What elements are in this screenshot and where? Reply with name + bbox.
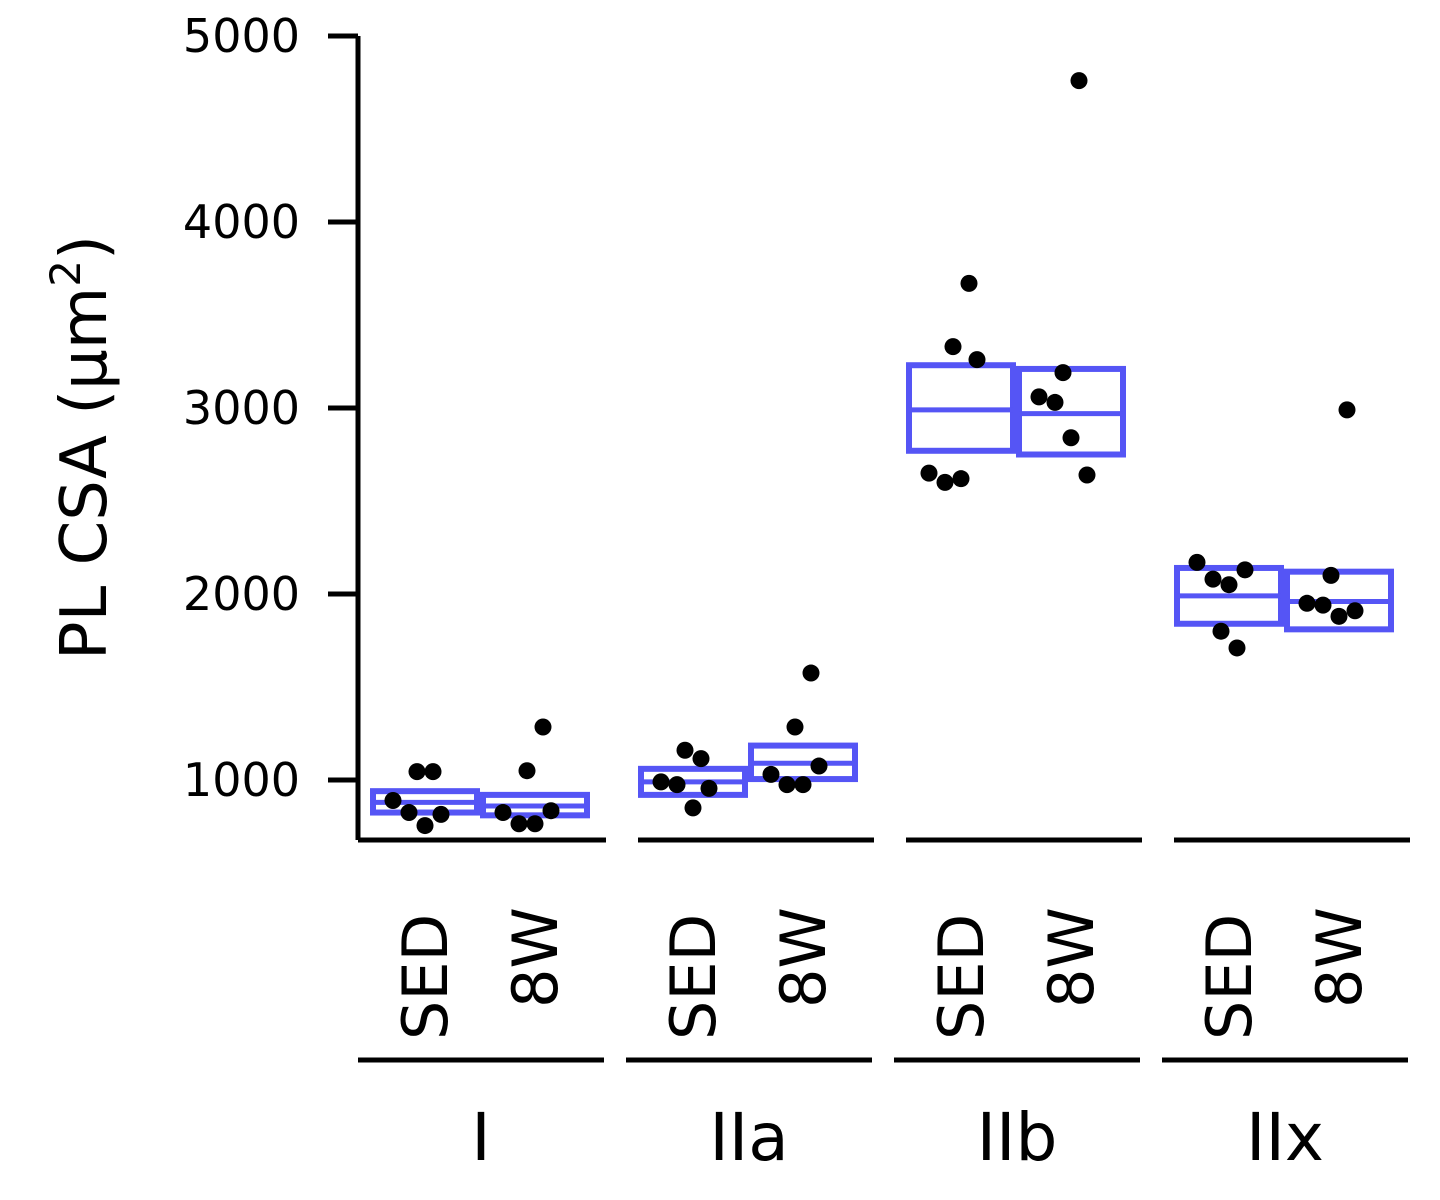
- condition-8W: 8W: [1284, 401, 1394, 1008]
- data-point: [542, 802, 560, 820]
- data-point: [1220, 576, 1238, 594]
- y-axis-label: PL CSA (μm2): [41, 235, 122, 660]
- data-point: [416, 817, 434, 835]
- data-point: [424, 763, 442, 781]
- data-point: [1314, 596, 1332, 614]
- data-point: [1046, 393, 1064, 411]
- condition-SED: SED: [1174, 553, 1284, 1040]
- data-point: [510, 815, 528, 833]
- y-tick-label: 3000: [183, 381, 300, 435]
- data-point: [1062, 429, 1080, 447]
- data-point: [432, 805, 450, 823]
- data-point: [920, 464, 938, 482]
- data-point: [668, 776, 686, 794]
- data-point: [526, 815, 544, 833]
- condition-label: SED: [389, 914, 462, 1040]
- data-point: [534, 718, 552, 736]
- data-point: [968, 351, 986, 369]
- data-point: [1322, 566, 1340, 584]
- condition-SED: SED: [638, 741, 748, 1040]
- data-point: [1346, 602, 1364, 620]
- data-point: [960, 274, 978, 292]
- y-axis-label-superscript: 2: [41, 260, 90, 287]
- data-point: [1212, 622, 1230, 640]
- y-axis-label-close: ): [48, 235, 122, 260]
- y-tick-label: 1000: [183, 753, 300, 807]
- data-point: [944, 338, 962, 356]
- condition-8W: 8W: [748, 664, 858, 1008]
- data-point: [1338, 401, 1356, 419]
- data-point: [952, 470, 970, 488]
- group-label: IIb: [977, 1099, 1058, 1176]
- data-point: [762, 765, 780, 783]
- group-IIb: IIb SED 8W: [894, 72, 1142, 1176]
- group-label: IIa: [709, 1099, 788, 1176]
- y-tick-label: 5000: [183, 9, 300, 63]
- condition-label: 8W: [1035, 907, 1108, 1008]
- group-label: I: [471, 1099, 490, 1176]
- condition-label: 8W: [767, 907, 840, 1008]
- data-point: [1330, 607, 1348, 625]
- data-point: [384, 791, 402, 809]
- data-point: [1188, 553, 1206, 571]
- condition-8W: 8W: [1016, 72, 1126, 1008]
- data-point: [652, 773, 670, 791]
- data-point: [802, 664, 820, 682]
- data-point: [1078, 466, 1096, 484]
- data-point: [1228, 639, 1246, 657]
- data-point: [936, 473, 954, 491]
- data-point: [778, 776, 796, 794]
- data-point: [786, 718, 804, 736]
- data-point: [518, 762, 536, 780]
- group-IIx: IIx SED 8W: [1162, 401, 1410, 1176]
- condition-label: SED: [925, 914, 998, 1040]
- y-axis-label-main: PL CSA (μm: [48, 287, 122, 660]
- y-tick-label: 2000: [183, 567, 300, 621]
- condition-8W: 8W: [480, 718, 590, 1008]
- data-point: [794, 776, 812, 794]
- condition-label: SED: [1193, 914, 1266, 1040]
- data-point: [1298, 594, 1316, 612]
- data-point: [1030, 388, 1048, 406]
- condition-SED: SED: [370, 763, 480, 1040]
- y-axis-ticks: 1000 2000 3000 4000 5000: [183, 9, 358, 807]
- condition-label: 8W: [499, 907, 572, 1008]
- data-point: [676, 741, 694, 759]
- data-point: [400, 804, 418, 822]
- data-point: [1054, 364, 1072, 382]
- data-point: [408, 763, 426, 781]
- y-tick-label: 4000: [183, 195, 300, 249]
- data-point: [700, 779, 718, 797]
- data-point: [692, 750, 710, 768]
- data-point: [1236, 561, 1254, 579]
- data-point: [1070, 72, 1088, 90]
- group-IIa: IIa SED 8W: [626, 664, 874, 1176]
- condition-SED: SED: [906, 274, 1016, 1040]
- condition-label: SED: [657, 914, 730, 1040]
- condition-label: 8W: [1303, 907, 1376, 1008]
- data-point: [684, 799, 702, 817]
- data-point: [810, 757, 828, 775]
- data-point: [494, 804, 512, 822]
- group-label: IIx: [1246, 1099, 1324, 1176]
- data-point: [1204, 570, 1222, 588]
